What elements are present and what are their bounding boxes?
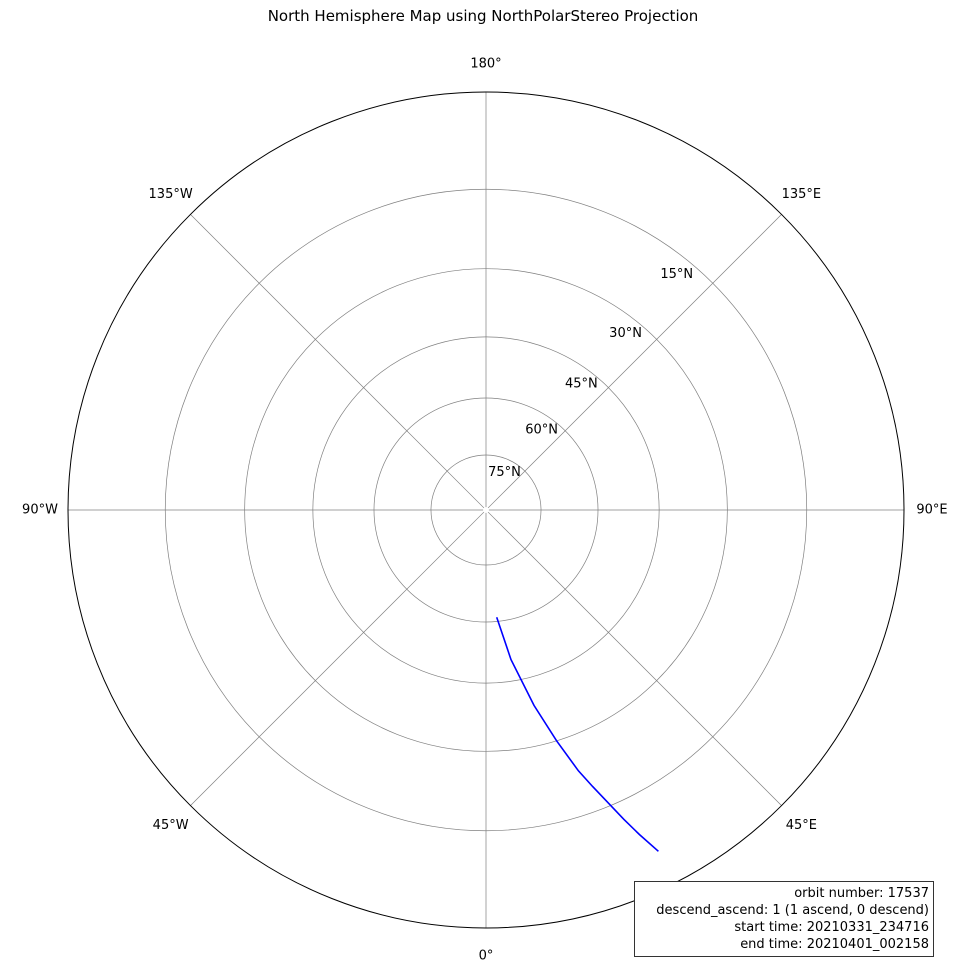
meridian-label: 90°W — [22, 503, 58, 518]
track-layer — [495, 616, 659, 852]
end-time-text: end time: 20210401_002158 — [740, 937, 929, 952]
meridian-label: 135°W — [149, 187, 193, 202]
meridian-label: 180° — [470, 57, 501, 72]
parallel-label: 75°N — [488, 465, 521, 480]
meridian-label: 45°E — [786, 818, 817, 833]
meridians-layer — [68, 92, 904, 928]
orbit-info-box: orbit number: 17537 descend_ascend: 1 (1… — [634, 881, 934, 957]
parallel-label: 60°N — [525, 422, 558, 437]
meridian-m135 — [190, 214, 485, 509]
meridian-m45 — [190, 511, 485, 806]
meridian-label: 90°E — [916, 503, 947, 518]
meridian-45 — [487, 511, 782, 806]
descend-ascend-text: descend_ascend: 1 (1 ascend, 0 descend) — [656, 903, 929, 918]
meridian-135 — [487, 214, 782, 509]
meridian-label: 45°W — [153, 818, 189, 833]
meridian-label: 0° — [479, 949, 494, 964]
parallel-label: 15°N — [660, 267, 693, 282]
parallel-label: 45°N — [565, 377, 598, 392]
orbit-number-text: orbit number: 17537 — [794, 886, 929, 901]
meridian-label: 135°E — [782, 187, 822, 202]
parallel-label: 30°N — [609, 326, 642, 341]
map-title: North Hemisphere Map using NorthPolarSte… — [267, 7, 699, 25]
map-boundary — [67, 91, 905, 929]
start-time-text: start time: 20210331_234716 — [734, 920, 929, 935]
orbit-track-line — [495, 616, 659, 852]
labels-layer: 180° 135°E 90°E 45°E 0° 45°W 90°W 135°W 15°N 30°N… — [22, 57, 948, 964]
